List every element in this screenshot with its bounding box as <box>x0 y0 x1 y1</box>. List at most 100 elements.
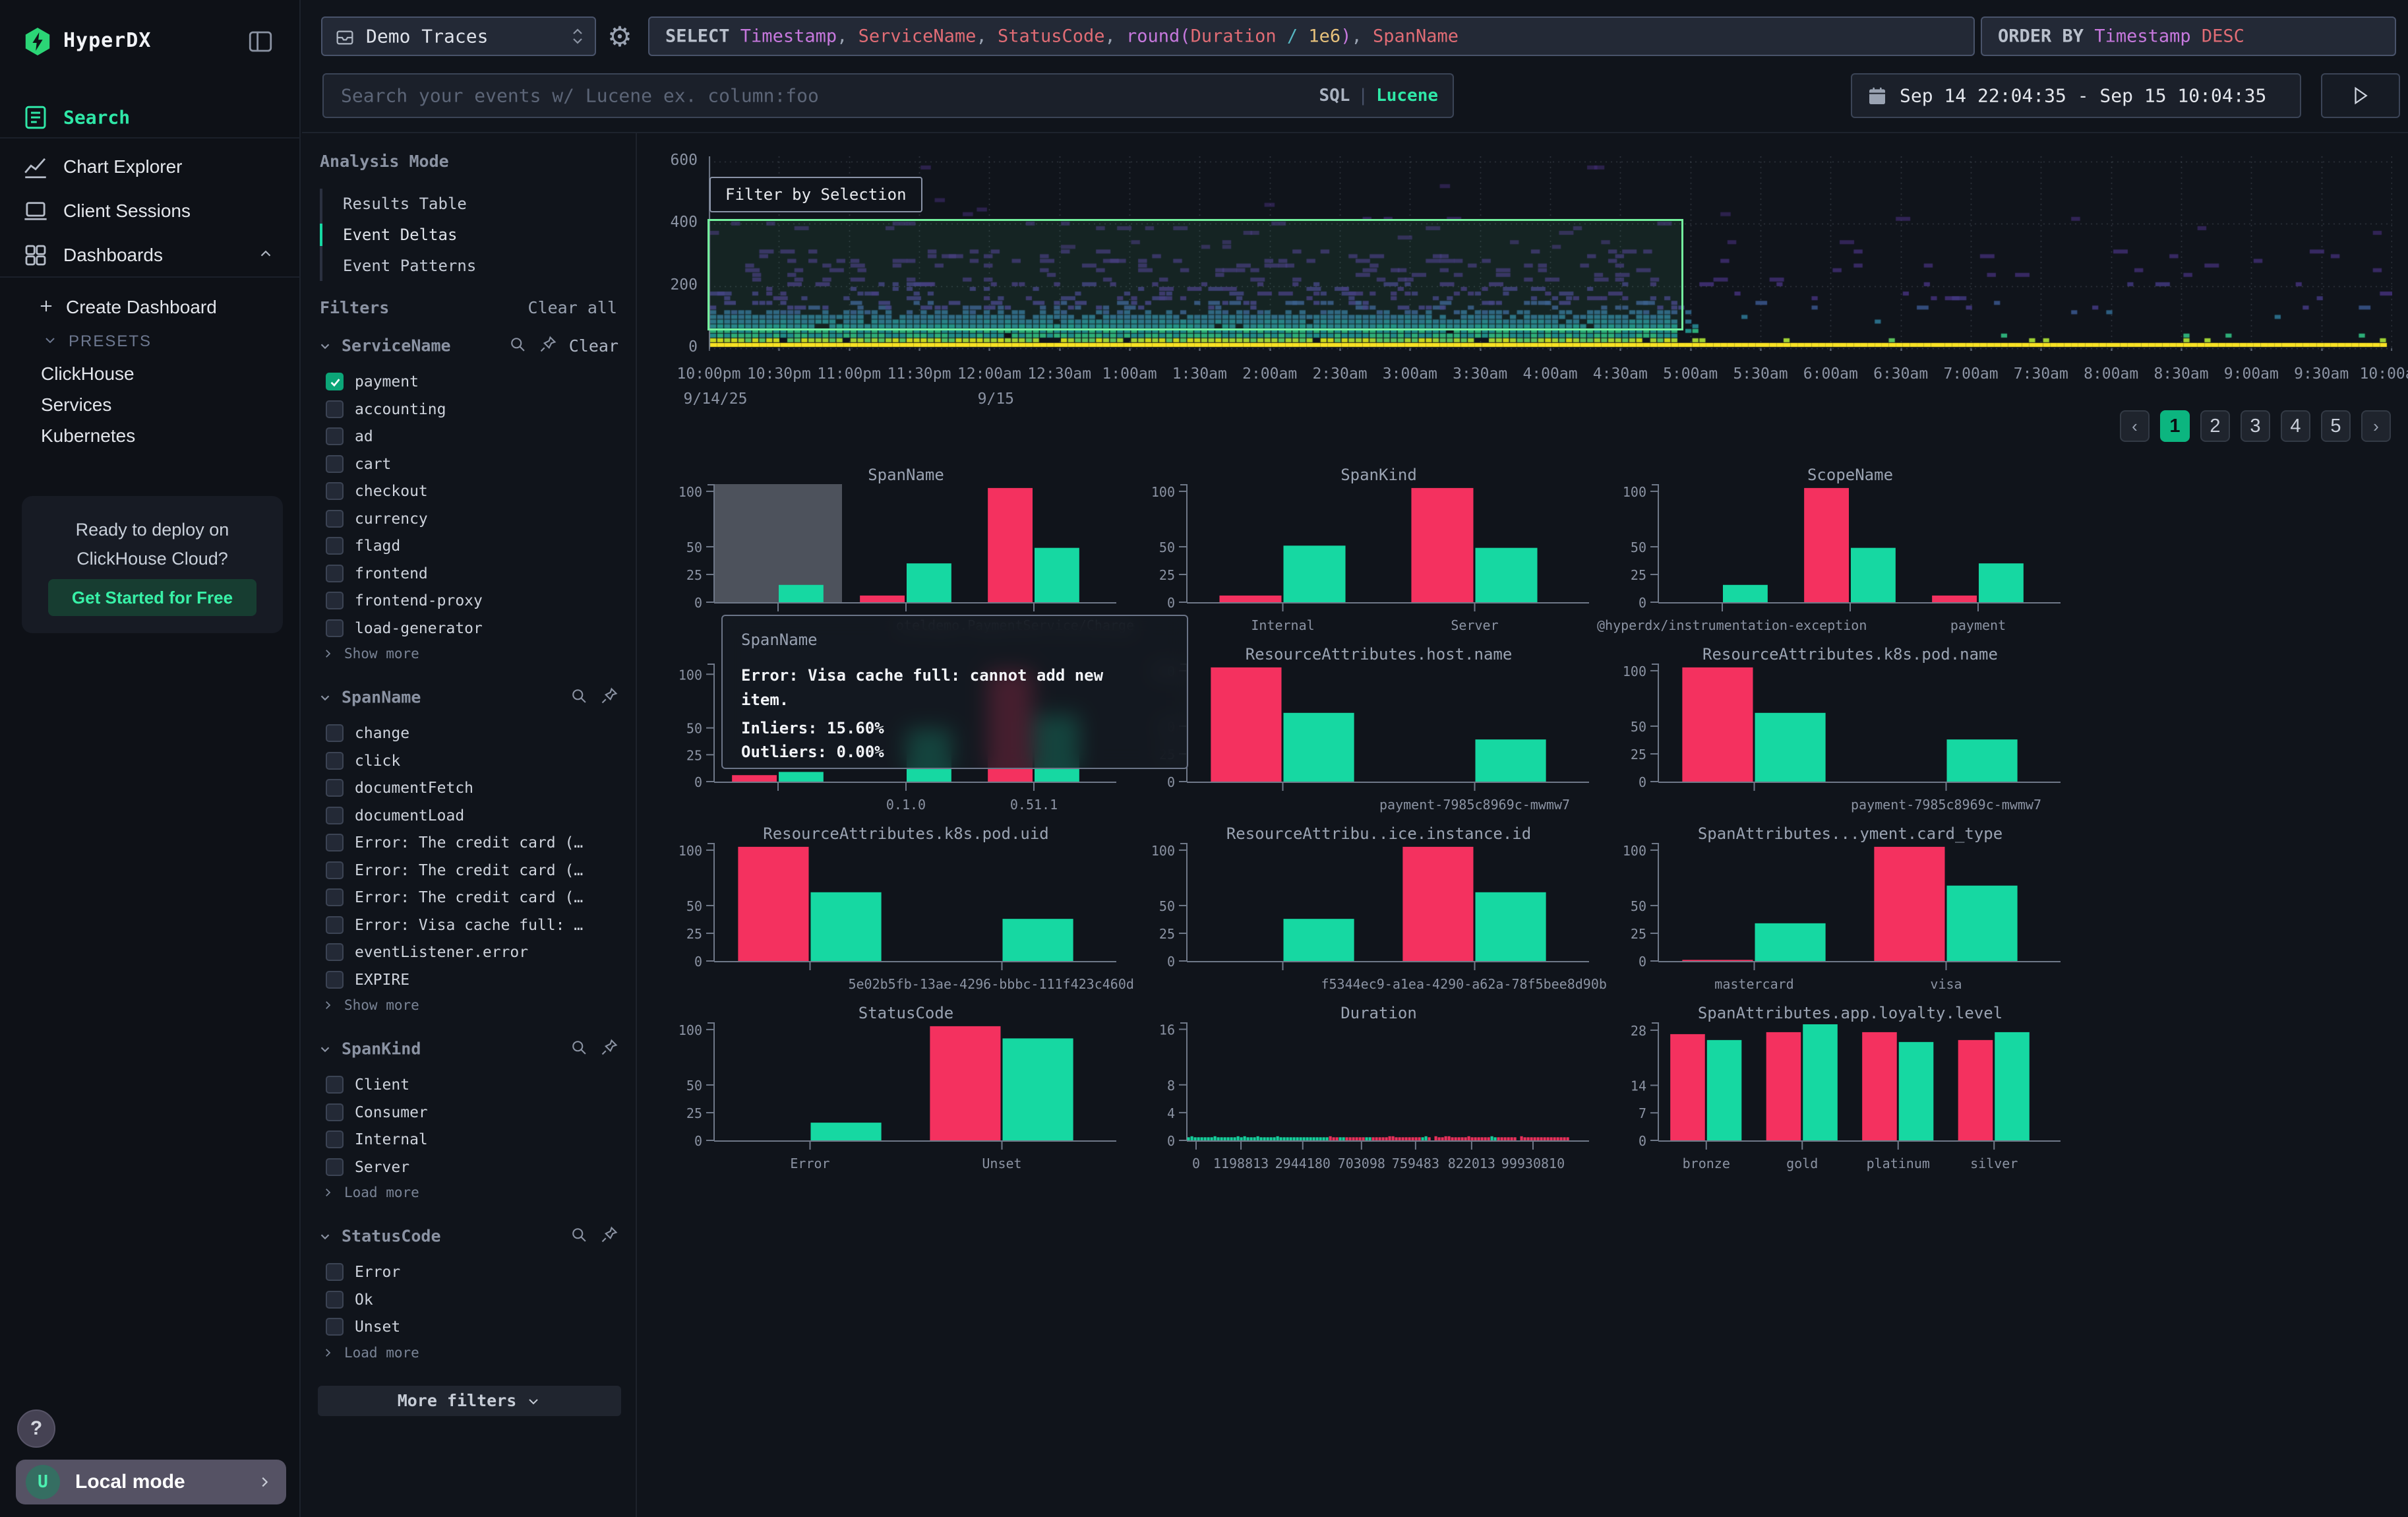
clear-all-filters-button[interactable]: Clear all <box>527 298 617 317</box>
filter-option-servicename[interactable]: frontend-proxy <box>302 587 637 615</box>
pagination-page-1[interactable]: 1 <box>2160 410 2190 442</box>
load-more-button[interactable]: Load more <box>302 1179 637 1206</box>
filter-option-servicename[interactable]: frontend <box>302 560 637 588</box>
pin-icon[interactable] <box>600 1038 618 1059</box>
filter-option-servicename[interactable]: flagd <box>302 532 637 560</box>
checkbox-unchecked[interactable] <box>326 482 344 500</box>
mini-chart-resourceattributes-k8s-pod-uid[interactable]: ResourceAttributes.k8s.pod.uid 0 25 50 100 5e… <box>648 824 1137 1008</box>
filter-option-spanname[interactable]: documentFetch <box>302 774 637 802</box>
filter-option-spankind[interactable]: Internal <box>302 1126 637 1154</box>
search-input[interactable]: Search your events w/ Lucene ex. column:… <box>322 73 1454 118</box>
pagination-page-4[interactable]: 4 <box>2281 410 2310 442</box>
run-query-button[interactable] <box>2321 73 2400 118</box>
mini-chart-resourceattribu-ice-instance-id[interactable]: ResourceAttribu..ice.instance.id 0 25 50 100… <box>1121 824 1610 1008</box>
checkbox-unchecked[interactable] <box>326 400 344 418</box>
create-dashboard-button[interactable]: Create Dashboard <box>0 292 301 323</box>
filter-group-header-statuscode[interactable]: StatusCode <box>302 1223 637 1249</box>
sidebar-item-client-sessions[interactable]: Client Sessions <box>0 190 301 232</box>
mini-chart-spankind[interactable]: SpanKind 0 25 50 100 Internal Server <box>1121 466 1610 649</box>
checkbox-checked[interactable] <box>326 373 344 390</box>
checkbox-unchecked[interactable] <box>326 779 344 797</box>
help-button[interactable]: ? <box>17 1409 55 1448</box>
pin-icon[interactable] <box>600 1225 618 1247</box>
filter-option-spankind[interactable]: Consumer <box>302 1099 637 1127</box>
mini-chart-spanattributes-yment-card-type[interactable]: SpanAttributes...yment.card_type 0 25 50 100… <box>1592 824 2082 1008</box>
filter-option-spanname[interactable]: change <box>302 720 637 747</box>
account-menu[interactable]: U Local mode <box>16 1460 286 1504</box>
filter-option-spanname[interactable]: click <box>302 747 637 775</box>
mini-chart-duration[interactable]: Duration 0 4 8 16 0 1198813 2944180 703098 759483… <box>1121 1004 1610 1187</box>
pin-icon[interactable] <box>539 335 557 356</box>
show-more-button[interactable]: Show more <box>302 992 637 1018</box>
mini-chart-resourceattributes-host-name[interactable]: ResourceAttributes.host.name02550100paym… <box>1121 645 1610 828</box>
checkbox-unchecked[interactable] <box>326 619 344 637</box>
checkbox-unchecked[interactable] <box>326 970 344 989</box>
filter-option-servicename[interactable]: ad <box>302 423 637 450</box>
source-select[interactable]: Demo Traces <box>321 16 596 56</box>
show-more-button[interactable]: Show more <box>302 640 637 667</box>
sidebar-item-dashboards[interactable]: Dashboards <box>0 234 301 276</box>
filter-option-spanname[interactable]: Error: Visa cache full: … <box>302 912 637 939</box>
pagination-page-5[interactable]: 5 <box>2321 410 2351 442</box>
sidebar-item-search[interactable]: Search <box>0 96 301 139</box>
checkbox-unchecked[interactable] <box>326 724 344 742</box>
checkbox-unchecked[interactable] <box>326 888 344 906</box>
checkbox-unchecked[interactable] <box>326 1290 344 1309</box>
checkbox-unchecked[interactable] <box>326 1130 344 1148</box>
checkbox-unchecked[interactable] <box>326 861 344 879</box>
analysis-mode-event-deltas[interactable]: Event Deltas <box>343 226 458 244</box>
search-icon[interactable] <box>570 1225 588 1247</box>
checkbox-unchecked[interactable] <box>326 509 344 528</box>
clear-group-button[interactable]: Clear <box>568 336 618 356</box>
sql-orderby-input[interactable]: ORDER BY Timestamp DESC <box>1981 16 2396 56</box>
get-started-button[interactable]: Get Started for Free <box>48 579 256 616</box>
mini-chart-statuscode[interactable]: StatusCode 0 25 50 100 Error Unset <box>648 1004 1137 1187</box>
checkbox-unchecked[interactable] <box>326 1103 344 1121</box>
checkbox-unchecked[interactable] <box>326 806 344 824</box>
filter-group-header-spankind[interactable]: SpanKind <box>302 1036 637 1062</box>
pagination-next[interactable]: › <box>2361 410 2391 442</box>
more-filters-button[interactable]: More filters <box>318 1385 621 1416</box>
analysis-mode-event-patterns[interactable]: Event Patterns <box>343 257 477 275</box>
checkbox-unchecked[interactable] <box>326 564 344 582</box>
checkbox-unchecked[interactable] <box>326 1076 344 1094</box>
checkbox-unchecked[interactable] <box>326 751 344 770</box>
lucene-toggle[interactable]: Lucene <box>1376 86 1438 106</box>
filter-option-spanname[interactable]: Error: The credit card (… <box>302 884 637 912</box>
filter-by-selection-button[interactable]: Filter by Selection <box>709 177 922 212</box>
heatmap-selection-box[interactable] <box>707 219 1684 331</box>
filter-option-spanname[interactable]: documentLoad <box>302 802 637 830</box>
filter-option-servicename[interactable]: load-generator <box>302 615 637 642</box>
sql-select-input[interactable]: SELECT Timestamp, ServiceName, StatusCod… <box>648 16 1975 56</box>
search-icon[interactable] <box>508 335 527 356</box>
checkbox-unchecked[interactable] <box>326 915 344 934</box>
load-more-button[interactable]: Load more <box>302 1340 637 1366</box>
gear-icon[interactable]: ⚙ <box>607 20 632 53</box>
checkbox-unchecked[interactable] <box>326 537 344 555</box>
event-heatmap[interactable] <box>709 156 2392 351</box>
filter-option-servicename[interactable]: cart <box>302 450 637 478</box>
date-range-picker[interactable]: Sep 14 22:04:35 - Sep 15 10:04:35 <box>1851 73 2301 118</box>
preset-kubernetes[interactable]: Kubernetes <box>0 420 301 452</box>
filter-option-statuscode[interactable]: Unset <box>302 1313 637 1341</box>
filter-option-servicename[interactable]: currency <box>302 505 637 533</box>
sql-toggle[interactable]: SQL <box>1319 86 1350 106</box>
checkbox-unchecked[interactable] <box>326 834 344 851</box>
pagination-page-2[interactable]: 2 <box>2200 410 2230 442</box>
search-icon[interactable] <box>570 687 588 708</box>
filter-option-spanname[interactable]: Error: The credit card (… <box>302 829 637 857</box>
checkbox-unchecked[interactable] <box>326 1318 344 1336</box>
filter-option-statuscode[interactable]: Error <box>302 1258 637 1286</box>
mini-chart-resourceattributes-k8s-pod-name[interactable]: ResourceAttributes.k8s.pod.name 0 25 50 100 p… <box>1592 645 2082 828</box>
checkbox-unchecked[interactable] <box>326 1263 344 1281</box>
pagination-prev[interactable]: ‹ <box>2120 410 2150 442</box>
filter-group-header-spanname[interactable]: SpanName <box>302 684 637 710</box>
filter-option-spanname[interactable]: eventListener.error <box>302 939 637 966</box>
pagination-page-3[interactable]: 3 <box>2241 410 2270 442</box>
filter-option-servicename[interactable]: payment <box>302 368 637 396</box>
filter-option-spanname[interactable]: EXPIRE <box>302 966 637 994</box>
filter-option-servicename[interactable]: checkout <box>302 478 637 505</box>
analysis-mode-results-table[interactable]: Results Table <box>343 195 467 213</box>
filter-option-spankind[interactable]: Server <box>302 1154 637 1181</box>
sidebar-item-chart-explorer[interactable]: Chart Explorer <box>0 146 301 188</box>
